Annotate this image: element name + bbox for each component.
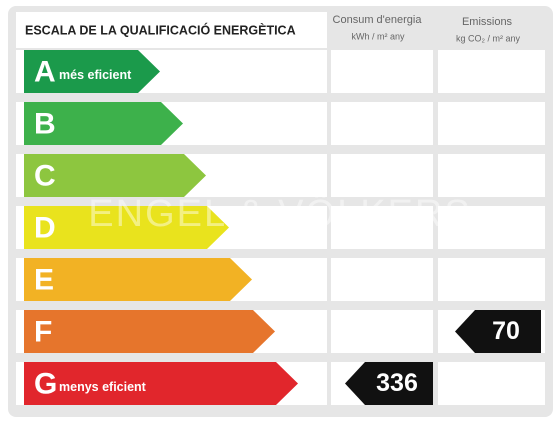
rating-letter: A: [34, 55, 56, 88]
rating-arrow: [24, 50, 160, 93]
title: ESCALA DE LA QUALIFICACIÓ ENERGÈTICA: [25, 22, 296, 37]
emissions-unit: kg CO₂ / m² any: [456, 33, 521, 43]
emissions-cell: [438, 362, 545, 405]
rating-label: més eficient: [59, 68, 132, 82]
consumption-cell: [331, 206, 433, 249]
consumption-cell: [331, 102, 433, 145]
emissions-title: Emissions: [462, 16, 513, 28]
rating-letter: D: [34, 211, 56, 244]
consumption-marker: [345, 362, 433, 405]
consumption-cell: [331, 50, 433, 93]
rating-letter: C: [34, 159, 56, 192]
rating-arrow: [24, 362, 298, 405]
rating-arrow: [24, 310, 275, 353]
rating-letter: F: [34, 315, 52, 348]
emissions-cell: [438, 258, 545, 301]
consumption-value: 336: [376, 369, 418, 397]
emissions-cell: [438, 206, 545, 249]
title-box: [16, 12, 327, 48]
rating-label: menys eficient: [59, 380, 147, 394]
consumption-title: Consum d'energia: [333, 14, 423, 26]
consumption-cell: [331, 310, 433, 353]
emissions-cell: [438, 102, 545, 145]
rating-arrow: [24, 154, 206, 197]
rating-letter: E: [34, 263, 54, 296]
consumption-cell: [331, 154, 433, 197]
consumption-unit: kWh / m² any: [351, 31, 405, 41]
rating-letter: B: [34, 107, 56, 140]
emissions-marker: [455, 310, 541, 353]
emissions-cell: [438, 154, 545, 197]
emissions-cell: [438, 50, 545, 93]
watermark: ENGEL & VÖLKERS: [88, 193, 471, 235]
rating-arrow: [24, 206, 229, 249]
rating-arrow: [24, 102, 183, 145]
rating-letter: G: [34, 367, 57, 400]
consumption-cell: [331, 258, 433, 301]
rating-arrow: [24, 258, 252, 301]
emissions-value: 70: [492, 317, 520, 345]
